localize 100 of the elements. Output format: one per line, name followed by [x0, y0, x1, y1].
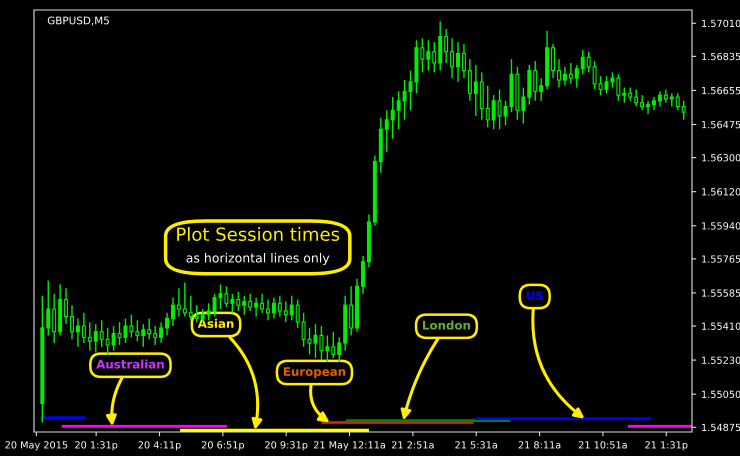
- candlestick: [384, 110, 389, 153]
- candlestick: [521, 86, 526, 124]
- candlestick: [586, 50, 591, 74]
- x-tick-label: 21 May 12:11a: [314, 441, 385, 450]
- candlestick: [492, 94, 496, 130]
- annotation: London: [423, 320, 470, 330]
- candlestick: [426, 40, 430, 72]
- candlestick: [604, 76, 608, 94]
- candlestick: [82, 312, 86, 344]
- y-tick-label: 1.56835: [702, 52, 740, 60]
- candlestick: [153, 325, 158, 346]
- annotation: US: [526, 291, 543, 300]
- text: GBPUSD,M5: [48, 16, 109, 26]
- candlestick: [468, 58, 472, 102]
- candlestick: [402, 79, 407, 120]
- candlestick: [52, 293, 56, 344]
- annotation: as horizontal lines only: [186, 252, 330, 266]
- x-tick-label: 20 6:51p: [202, 441, 244, 450]
- candlestick: [176, 287, 181, 318]
- candlestick: [652, 96, 656, 111]
- candlestick: [634, 88, 638, 108]
- annotation: European: [284, 367, 346, 378]
- candlestick: [94, 323, 98, 354]
- candlestick: [290, 295, 294, 322]
- x-tick-label: 21 2:51a: [392, 441, 434, 449]
- candlestick: [349, 286, 354, 336]
- x-tick-label: 21 8:11a: [518, 441, 560, 449]
- candlestick: [646, 100, 650, 115]
- annotation: Asian: [198, 318, 234, 328]
- candlestick: [88, 322, 92, 352]
- candlestick: [551, 43, 556, 79]
- candlestick: [396, 90, 401, 130]
- annotation: Australian: [96, 360, 164, 369]
- candlestick: [212, 293, 217, 318]
- candlestick: [498, 88, 502, 130]
- candlestick: [218, 284, 222, 310]
- x-tick-label: 20 May 2015: [5, 441, 68, 450]
- candlestick: [224, 286, 228, 308]
- candlestick: [112, 325, 116, 352]
- candlestick: [622, 86, 626, 104]
- candlestick: [664, 88, 668, 104]
- candlestick: [308, 327, 312, 356]
- candlestick: [248, 293, 252, 312]
- candlestick: [296, 298, 300, 329]
- candlestick: [266, 298, 270, 322]
- candlestick: [598, 76, 603, 96]
- candlestick: [462, 43, 466, 79]
- candlestick: [70, 304, 74, 340]
- candlestick: [408, 70, 412, 111]
- y-tick-label: 1.55585: [702, 289, 740, 297]
- candlestick: [682, 100, 686, 120]
- candlestick: [628, 86, 632, 102]
- candlestick: [118, 322, 122, 346]
- candlestick: [159, 322, 164, 344]
- candlestick: [670, 92, 674, 108]
- candlestick: [325, 334, 330, 363]
- y-tick-label: 1.55765: [702, 255, 740, 263]
- candlestick: [284, 300, 288, 323]
- candlestick: [182, 282, 187, 318]
- candlestick: [64, 287, 68, 325]
- candlestick: [474, 64, 478, 117]
- candlestick: [170, 296, 175, 327]
- y-tick-label: 1.56655: [702, 86, 740, 94]
- y-tick-label: 1.56475: [702, 120, 740, 128]
- candlestick: [432, 41, 436, 74]
- candlestick: [562, 66, 567, 86]
- candlestick: [254, 296, 258, 318]
- candlestick: [658, 90, 662, 108]
- candlestick: [76, 318, 80, 348]
- candlestick: [230, 293, 234, 314]
- candlestick: [278, 295, 282, 318]
- x-tick-label: 21 1:31p: [645, 441, 688, 450]
- x-tick-label: 20 9:31p: [265, 441, 308, 450]
- candlestick: [616, 74, 620, 102]
- candlestick: [592, 60, 597, 90]
- x-tick-label: 21 5:31a: [455, 441, 497, 449]
- candlestick: [556, 58, 561, 88]
- x-tick-label: 21 10:51a: [578, 441, 627, 449]
- candlestick: [640, 94, 644, 111]
- candlestick: [539, 77, 544, 102]
- candlestick: [135, 320, 140, 342]
- candlestick: [337, 336, 342, 363]
- y-tick-label: 1.54875: [702, 424, 740, 432]
- candlestick: [444, 28, 448, 64]
- candlestick: [123, 318, 128, 344]
- candlestick: [420, 38, 424, 74]
- annotation: Plot Session times: [177, 227, 340, 242]
- candlestick: [302, 312, 306, 348]
- candlestick: [676, 92, 680, 111]
- candlestick: [129, 314, 134, 338]
- candlestick: [314, 323, 318, 359]
- x-tick-label: 20 1:31p: [75, 441, 118, 450]
- candlestick: [100, 320, 104, 348]
- candlestick: [260, 293, 264, 314]
- candlestick: [456, 41, 460, 83]
- candlestick: [390, 96, 395, 140]
- candlestick: [568, 62, 573, 84]
- candlestick: [450, 38, 454, 79]
- candlestick: [272, 296, 276, 320]
- candlestick: [504, 100, 508, 126]
